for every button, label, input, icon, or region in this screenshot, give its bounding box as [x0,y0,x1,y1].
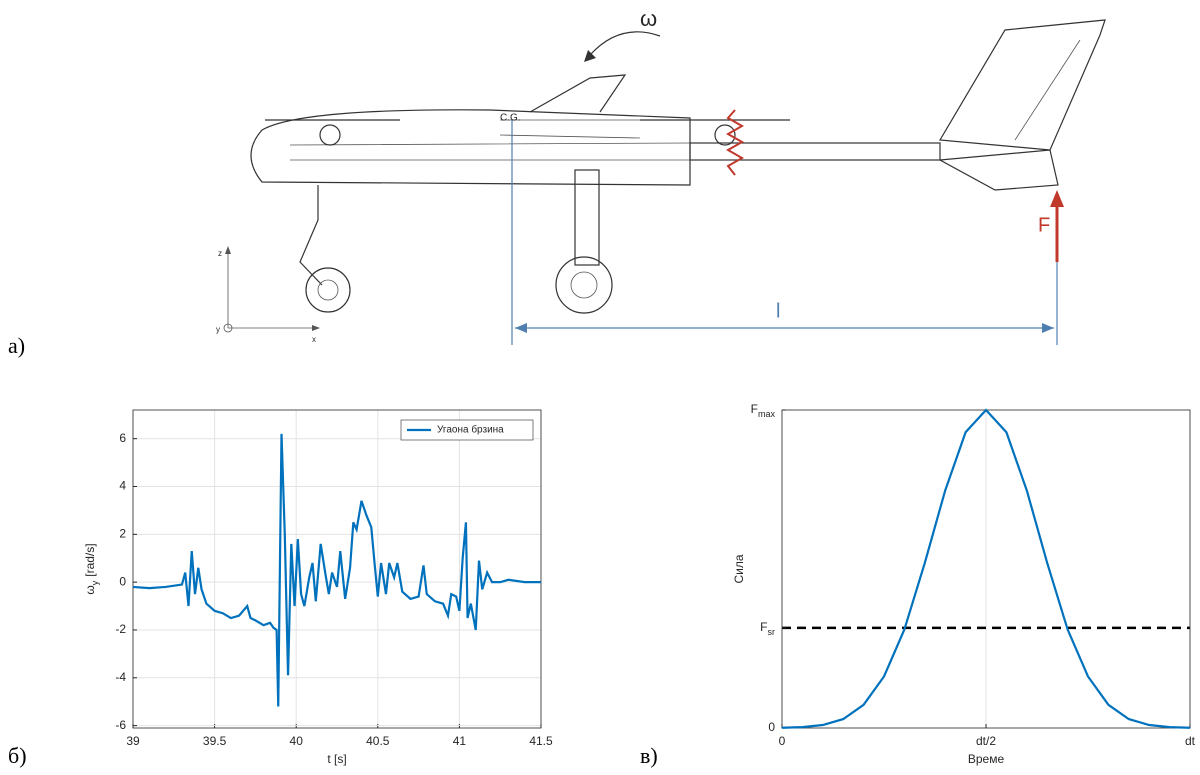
y-tick-label-sub: max [758,409,776,419]
omega-label: ω [640,6,657,31]
rudder-line [1015,40,1080,140]
arrow-head [584,50,596,62]
axis-label: y [216,325,220,334]
y-tick-label: 6 [119,431,126,445]
x-axis-label: t [s] [327,752,346,766]
y-tick-label: -6 [115,718,126,732]
y-tick-label: -4 [115,670,126,684]
y-axis-label: ωy [rad/s] [83,543,100,594]
rotation-arrow [590,32,660,55]
axis-label: z [218,249,222,258]
motor [320,125,340,145]
panel-label: a) [8,333,25,358]
y-tick-label: Fmax [751,402,776,419]
y-tick-label-main: F [751,402,758,416]
y-tick-label: Fsr [760,620,775,637]
y-label-symbol: ω [83,585,97,594]
fuselage [251,110,690,185]
motor [715,125,735,145]
x-tick-label-main: dt/2 [976,734,996,748]
series-line [133,434,541,707]
y-tick-label: -2 [115,622,126,636]
x-tick-label: 39 [126,734,140,748]
figure: ω C.G. F l z y x a) 3939.54040.54141.5-6… [0,0,1200,775]
x-tick-label: 39.5 [203,734,227,748]
axis-label: x [312,335,316,344]
y-tick-label-sub: sr [768,627,776,637]
y-tick-label: 4 [119,479,126,493]
x-tick-label: 0 [779,734,786,748]
arrow-head [1050,190,1064,207]
fuselage-lines [290,120,690,160]
legend-label: Угаона брзина [437,424,504,436]
y-label-sub: y [90,580,100,585]
panel-label: в) [640,743,658,768]
y-tick-label: 2 [119,527,126,541]
y-tick-label-main: F [760,620,767,634]
panel-label: б) [8,743,27,768]
y-label-space: [rad/s] [83,543,97,576]
x-tick-label: 41 [453,734,467,748]
cg-label: C.G. [500,113,521,124]
front-wheel [306,268,350,312]
axes [228,248,318,328]
hub [318,280,338,300]
x-tick-label: dt/2 [976,734,996,748]
x-tick-label: 40 [290,734,304,748]
length-label: l [776,300,780,322]
y-tick-label: 0 [768,720,775,734]
force-label: F [1038,214,1050,236]
aircraft-drawing: ω C.G. F l z y x a) [8,6,1105,358]
x-tick-label: 40.5 [366,734,390,748]
x-tick-label: dt [1185,734,1196,748]
tail-lower [940,150,1058,190]
vertical-tail [940,20,1105,150]
x-tick-label-main: dt [1185,734,1196,748]
hub [571,272,597,298]
x-axis-label: Време [968,752,1005,766]
y-tick-label: 0 [119,574,126,588]
wing [530,75,625,112]
tail-boom [690,143,940,160]
x-tick-label: 41.5 [529,734,553,748]
y-axis-label: Сила [732,554,746,583]
